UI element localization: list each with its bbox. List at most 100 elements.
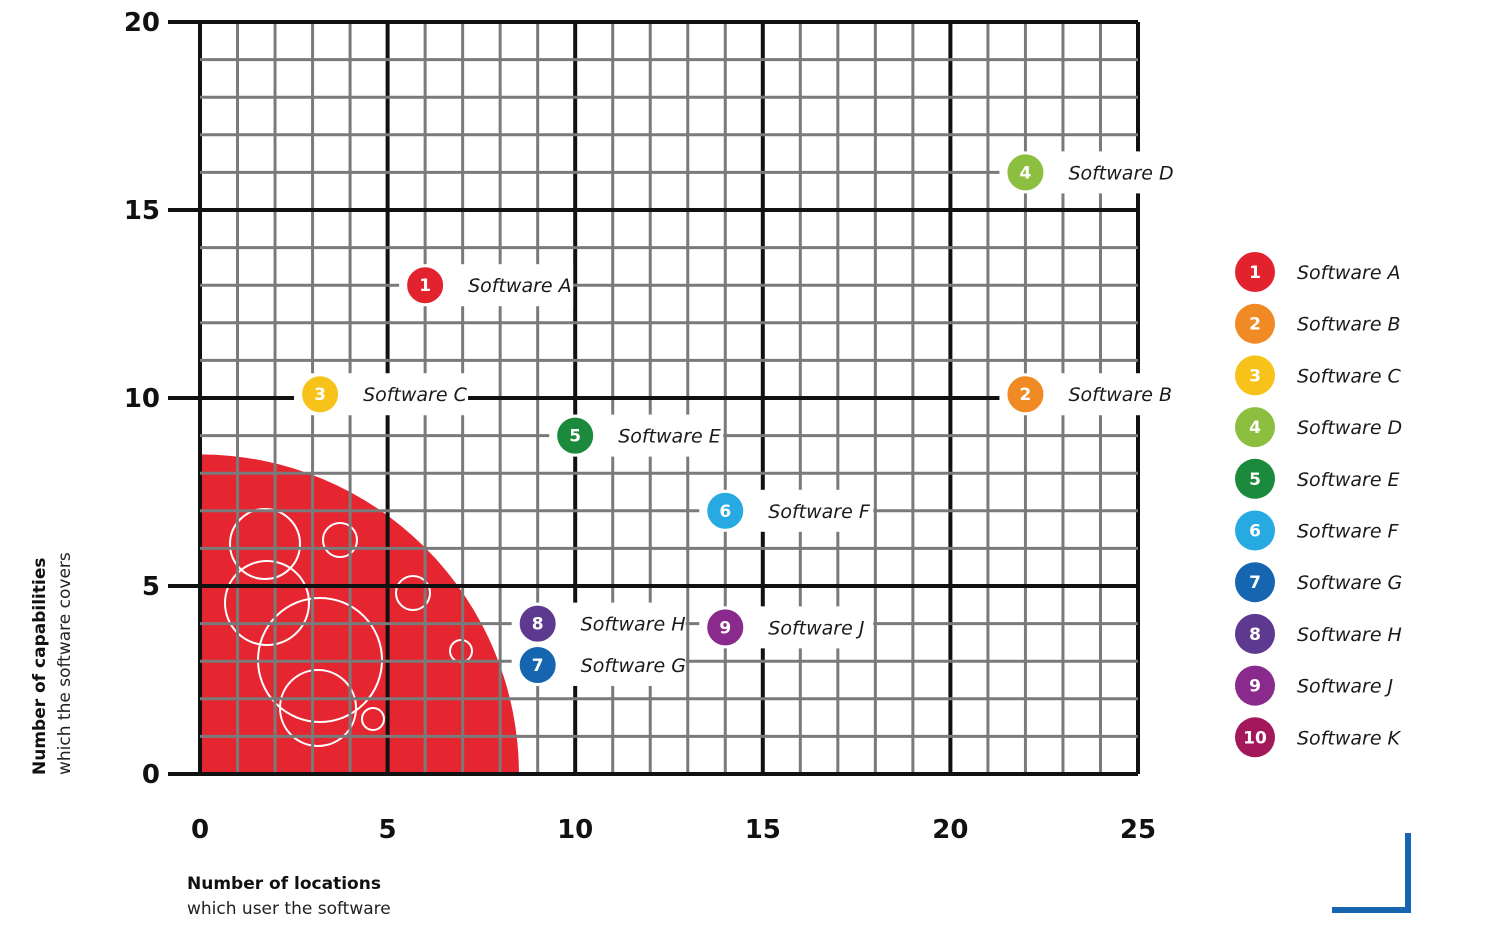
legend-marker xyxy=(1235,252,1275,292)
data-point-label: Software A xyxy=(468,275,572,297)
legend-label: Software C xyxy=(1297,365,1402,387)
decorative-bubble-icon xyxy=(224,560,310,646)
y-tick-label: 0 xyxy=(142,760,160,790)
legend-marker xyxy=(1235,665,1275,706)
legend-number: 2 xyxy=(1249,315,1261,335)
x-tick-label: 5 xyxy=(379,815,397,845)
data-point-number: 1 xyxy=(419,276,431,296)
legend-item: 5 Software E xyxy=(1235,458,1400,499)
legend-item: 10 Software K xyxy=(1235,717,1402,758)
x-tick-label: 20 xyxy=(932,815,968,845)
legend-label: Software H xyxy=(1297,624,1402,646)
legend-item: 7 Software G xyxy=(1235,562,1402,603)
legend-marker xyxy=(1235,458,1275,499)
x-tick-label: 15 xyxy=(745,815,781,845)
legend-marker xyxy=(1235,303,1275,344)
data-point-label: Software C xyxy=(363,384,468,406)
y-axis-sublabel: which the software covers xyxy=(55,552,75,775)
data-point: 4 Software D xyxy=(999,151,1174,194)
legend-label: Software F xyxy=(1297,521,1400,543)
coverage-region xyxy=(200,454,519,774)
points-layer: 1 Software A 2 Software B 3 Software C 4 Softwa… xyxy=(294,151,1174,686)
data-point: 9 Software J xyxy=(699,606,874,649)
data-point-label: Software H xyxy=(581,614,686,636)
data-point-label: Software F xyxy=(768,501,871,523)
data-point-marker xyxy=(300,374,341,415)
legend-item: 3 Software C xyxy=(1235,355,1402,396)
data-point: 6 Software F xyxy=(699,489,874,532)
y-tick-label: 5 xyxy=(142,572,160,602)
legend-label: Software E xyxy=(1297,469,1400,491)
data-point: 5 Software E xyxy=(549,414,724,457)
legend-number: 8 xyxy=(1249,625,1261,645)
decorative-bubble-icon xyxy=(395,575,431,611)
legend-number: 1 xyxy=(1249,263,1261,283)
y-axis-title: Number of capabilities which the softwar… xyxy=(30,552,75,775)
legend-label: Software B xyxy=(1297,314,1401,336)
data-point-marker xyxy=(705,490,746,531)
decorative-bubble-icon xyxy=(229,508,301,580)
y-tick-label: 10 xyxy=(124,384,160,414)
data-point: 8 Software H xyxy=(511,602,686,645)
data-point-marker xyxy=(1005,152,1046,193)
legend-item: 1 Software A xyxy=(1235,252,1401,292)
legend-number: 10 xyxy=(1243,728,1267,748)
data-point-label: Software G xyxy=(581,655,686,677)
region-layer xyxy=(200,454,519,774)
legend-label: Software D xyxy=(1297,417,1402,439)
legend-number: 5 xyxy=(1249,470,1261,490)
data-point: 7 Software G xyxy=(511,643,686,686)
legend-item: 2 Software B xyxy=(1235,303,1401,344)
legend-marker xyxy=(1235,407,1275,448)
legend-item: 9 Software J xyxy=(1235,665,1394,706)
legend-marker xyxy=(1235,510,1275,551)
legend: 1 Software A 2 Software B 3 Software C 4 Softwa… xyxy=(1235,252,1402,758)
x-axis-sublabel: which user the software xyxy=(187,899,391,919)
corner-bracket-icon xyxy=(1332,833,1411,913)
data-point-label: Software B xyxy=(1068,384,1172,406)
legend-number: 7 xyxy=(1249,573,1261,593)
data-point: 3 Software C xyxy=(294,373,469,416)
data-point-label: Software J xyxy=(768,617,865,639)
data-point-number: 3 xyxy=(314,385,326,405)
legend-label: Software K xyxy=(1297,727,1402,749)
y-tick-label: 20 xyxy=(124,8,160,38)
x-tick-label: 10 xyxy=(557,815,593,845)
data-point-number: 9 xyxy=(719,618,731,638)
data-point: 1 Software A xyxy=(399,264,574,307)
data-point-marker xyxy=(1005,374,1046,415)
data-point: 2 Software B xyxy=(999,373,1174,416)
legend-number: 6 xyxy=(1249,522,1261,542)
legend-item: 6 Software F xyxy=(1235,510,1400,551)
data-point-number: 6 xyxy=(719,502,731,522)
data-point-number: 8 xyxy=(532,615,544,635)
data-point-number: 2 xyxy=(1020,385,1032,405)
legend-label: Software A xyxy=(1297,262,1401,284)
data-point-number: 5 xyxy=(569,427,581,447)
legend-marker xyxy=(1235,613,1275,654)
data-point-marker xyxy=(517,644,558,685)
y-axis-label: Number of capabilities xyxy=(30,558,50,775)
data-point-label: Software D xyxy=(1068,162,1173,184)
legend-number: 3 xyxy=(1249,366,1261,386)
decorative-bubble-icon xyxy=(322,522,358,558)
y-tick-label: 15 xyxy=(124,196,160,226)
decorative-bubble-icon xyxy=(279,669,357,747)
legend-label: Software G xyxy=(1297,572,1402,594)
legend-number: 4 xyxy=(1249,418,1261,438)
x-axis-label: Number of locations xyxy=(187,874,381,894)
data-point-number: 7 xyxy=(532,656,544,676)
data-point-label: Software E xyxy=(618,426,721,448)
legend-marker xyxy=(1235,355,1275,396)
legend-item: 4 Software D xyxy=(1235,407,1402,448)
data-point-number: 4 xyxy=(1020,163,1032,183)
x-tick-label: 0 xyxy=(191,815,209,845)
data-point-marker xyxy=(555,415,596,456)
data-point-marker xyxy=(705,607,746,648)
legend-label: Software J xyxy=(1297,676,1394,698)
decorative-bubble-icon xyxy=(361,707,385,731)
legend-marker xyxy=(1235,717,1275,758)
